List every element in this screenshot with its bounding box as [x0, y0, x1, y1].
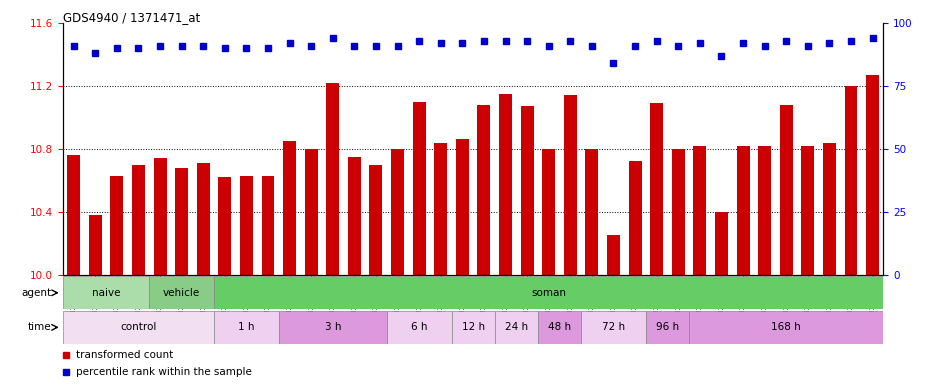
Bar — [214, 311, 278, 344]
Bar — [823, 142, 836, 275]
Bar — [63, 276, 149, 309]
Text: vehicle: vehicle — [163, 288, 201, 298]
Bar — [758, 146, 771, 275]
Text: GDS4940 / 1371471_at: GDS4940 / 1371471_at — [63, 12, 200, 25]
Bar — [327, 83, 339, 275]
Text: naive: naive — [92, 288, 120, 298]
Text: agent: agent — [21, 288, 52, 298]
Bar — [451, 311, 495, 344]
Text: time: time — [28, 322, 52, 333]
Bar — [646, 311, 689, 344]
Bar — [154, 158, 166, 275]
Text: 24 h: 24 h — [505, 322, 528, 333]
Bar — [149, 276, 214, 309]
Bar — [500, 94, 512, 275]
Bar — [63, 311, 214, 344]
Bar — [715, 212, 728, 275]
Bar — [434, 142, 447, 275]
Text: 3 h: 3 h — [325, 322, 341, 333]
Text: 12 h: 12 h — [462, 322, 485, 333]
Bar — [780, 105, 793, 275]
Bar — [586, 149, 598, 275]
Bar — [689, 311, 883, 344]
Text: 6 h: 6 h — [411, 322, 427, 333]
Bar — [542, 149, 555, 275]
Bar — [68, 155, 80, 275]
Bar — [801, 146, 814, 275]
Bar — [629, 161, 642, 275]
Bar — [845, 86, 857, 275]
Bar — [369, 164, 382, 275]
Text: 168 h: 168 h — [771, 322, 801, 333]
Bar — [607, 235, 620, 275]
Bar — [278, 311, 387, 344]
Bar — [694, 146, 707, 275]
Text: control: control — [120, 322, 156, 333]
Bar — [89, 215, 102, 275]
Bar — [736, 146, 749, 275]
Bar — [387, 311, 451, 344]
Bar — [564, 95, 577, 275]
Bar — [456, 139, 469, 275]
Bar — [672, 149, 684, 275]
Text: 72 h: 72 h — [602, 322, 625, 333]
Bar — [110, 175, 123, 275]
Bar — [262, 175, 275, 275]
Bar — [175, 168, 188, 275]
Bar — [581, 311, 646, 344]
Text: 1 h: 1 h — [238, 322, 254, 333]
Text: 96 h: 96 h — [656, 322, 679, 333]
Text: transformed count: transformed count — [76, 350, 173, 360]
Bar — [521, 106, 534, 275]
Bar — [214, 276, 883, 309]
Bar — [866, 75, 879, 275]
Bar — [283, 141, 296, 275]
Bar — [218, 177, 231, 275]
Bar — [477, 105, 490, 275]
Bar — [348, 157, 361, 275]
Bar — [495, 311, 538, 344]
Bar — [650, 103, 663, 275]
Text: percentile rank within the sample: percentile rank within the sample — [76, 366, 252, 377]
Bar — [240, 175, 253, 275]
Bar — [304, 149, 317, 275]
Bar — [132, 164, 145, 275]
Bar — [413, 102, 426, 275]
Text: 48 h: 48 h — [548, 322, 571, 333]
Text: soman: soman — [531, 288, 566, 298]
Bar — [391, 149, 404, 275]
Bar — [197, 163, 210, 275]
Bar — [538, 311, 581, 344]
